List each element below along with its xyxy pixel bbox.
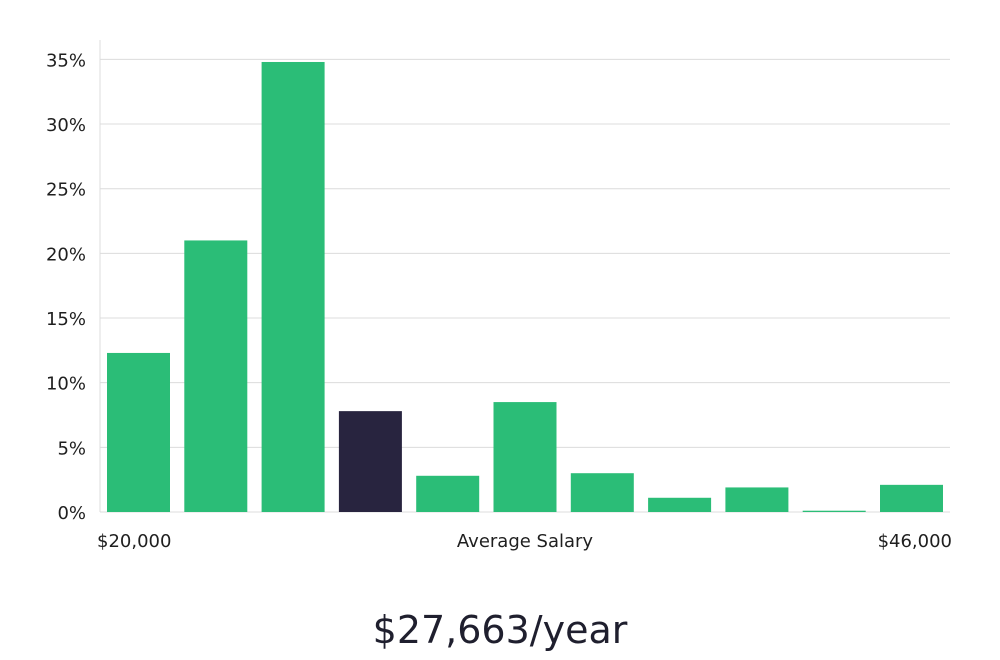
bar: [648, 497, 712, 512]
average-salary-value: $27,663/year: [372, 608, 628, 652]
y-axis-ticks: 0% 5% 10% 15% 20% 25% 30% 35%: [46, 50, 86, 524]
bar: [107, 352, 170, 512]
x-axis-title: Average Salary: [457, 531, 594, 552]
bar: [416, 475, 480, 512]
y-tick-label: 20%: [46, 244, 86, 265]
salary-histogram: 0% 5% 10% 15% 20% 25% 30% 35% $20,000 Average S…: [46, 40, 952, 552]
bar: [184, 240, 248, 512]
bar: [802, 510, 866, 512]
y-tick-label: 5%: [57, 438, 86, 459]
y-tick-label: 30%: [46, 115, 86, 136]
y-tick-label: 25%: [46, 180, 86, 201]
bar: [570, 473, 634, 512]
bar: [261, 61, 325, 513]
x-right-label: $46,000: [878, 531, 952, 552]
y-tick-label: 35%: [46, 50, 86, 71]
bar: [493, 402, 557, 512]
bars: [107, 61, 943, 513]
y-tick-label: 15%: [46, 309, 86, 330]
x-left-label: $20,000: [97, 531, 171, 552]
y-tick-label: 0%: [57, 503, 86, 524]
bar: [725, 487, 789, 512]
bar-highlighted: [338, 411, 402, 512]
y-tick-label: 10%: [46, 374, 86, 395]
bar: [880, 484, 943, 512]
